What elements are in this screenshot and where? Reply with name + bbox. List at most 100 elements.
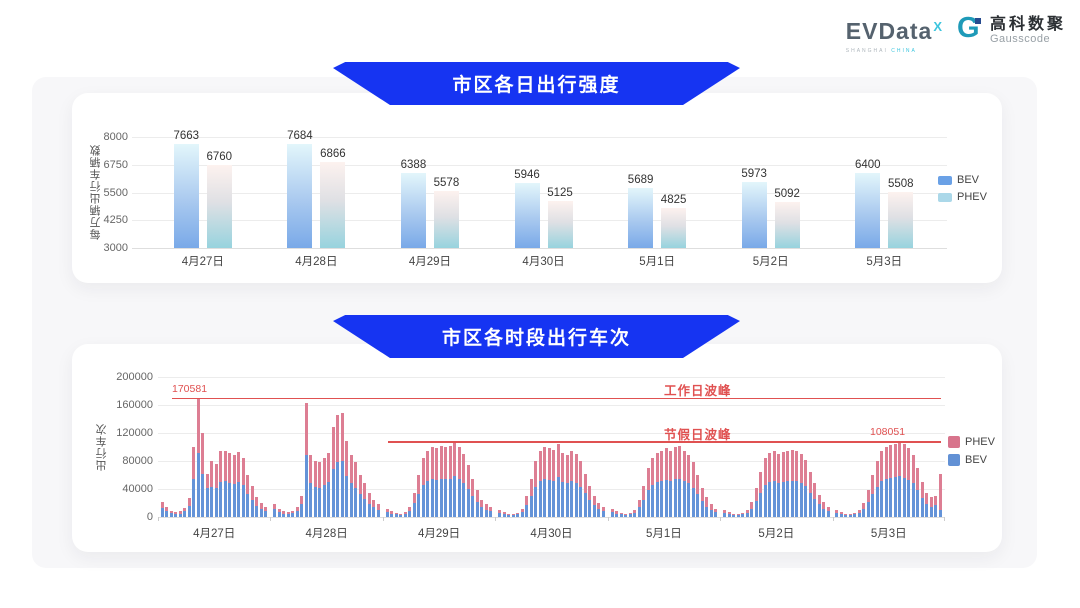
stacked-bar[interactable]	[399, 513, 403, 517]
chart2-legend-item-bev[interactable]: BEV	[948, 454, 995, 466]
bar-phev[interactable]: 5578	[434, 177, 459, 248]
stacked-bar[interactable]	[700, 487, 704, 517]
stacked-bar[interactable]	[421, 457, 425, 517]
stacked-bar[interactable]	[839, 512, 843, 517]
chart2-legend-item-phev[interactable]: PHEV	[948, 436, 995, 448]
stacked-bar[interactable]	[866, 490, 870, 517]
stacked-bar[interactable]	[817, 494, 821, 517]
stacked-bar[interactable]	[637, 499, 641, 517]
stacked-bar[interactable]	[552, 449, 556, 517]
stacked-bar[interactable]	[322, 457, 326, 517]
stacked-bar[interactable]	[696, 475, 700, 517]
bar-phev[interactable]: 5125	[547, 187, 573, 248]
stacked-bar[interactable]	[651, 457, 655, 517]
stacked-bar[interactable]	[259, 503, 263, 517]
stacked-bar[interactable]	[430, 447, 434, 517]
stacked-bar[interactable]	[205, 473, 209, 517]
stacked-bar[interactable]	[435, 447, 439, 517]
stacked-bar[interactable]	[574, 454, 578, 517]
stacked-bar[interactable]	[862, 503, 866, 517]
stacked-bar[interactable]	[507, 513, 511, 517]
stacked-bar[interactable]	[664, 448, 668, 517]
stacked-bar[interactable]	[853, 512, 857, 517]
stacked-bar[interactable]	[804, 459, 808, 517]
stacked-bar[interactable]	[835, 510, 839, 517]
stacked-bar[interactable]	[246, 475, 250, 517]
stacked-bar[interactable]	[502, 512, 506, 517]
stacked-bar[interactable]	[772, 450, 776, 517]
stacked-bar[interactable]	[516, 512, 520, 517]
stacked-bar[interactable]	[777, 454, 781, 517]
stacked-bar[interactable]	[291, 510, 295, 517]
stacked-bar[interactable]	[160, 501, 164, 517]
stacked-bar[interactable]	[884, 447, 888, 517]
stacked-bar[interactable]	[601, 507, 605, 517]
stacked-bar[interactable]	[786, 450, 790, 517]
stacked-bar[interactable]	[462, 454, 466, 517]
stacked-bar[interactable]	[745, 510, 749, 517]
stacked-bar[interactable]	[768, 452, 772, 517]
stacked-bar[interactable]	[223, 450, 227, 517]
stacked-bar[interactable]	[813, 483, 817, 517]
stacked-bar[interactable]	[610, 508, 614, 517]
stacked-bar[interactable]	[934, 496, 938, 517]
bar-phev[interactable]: 6866	[320, 148, 346, 248]
stacked-bar[interactable]	[570, 450, 574, 517]
bar-bev[interactable]: 6388	[401, 159, 426, 248]
stacked-bar[interactable]	[300, 496, 304, 517]
stacked-bar[interactable]	[880, 450, 884, 517]
stacked-bar[interactable]	[169, 510, 173, 517]
stacked-bar[interactable]	[633, 510, 637, 517]
stacked-bar[interactable]	[588, 485, 592, 517]
stacked-bar[interactable]	[196, 397, 200, 517]
stacked-bar[interactable]	[340, 412, 344, 517]
stacked-bar[interactable]	[376, 504, 380, 517]
stacked-bar[interactable]	[228, 453, 232, 517]
stacked-bar[interactable]	[723, 510, 727, 517]
stacked-bar[interactable]	[669, 450, 673, 517]
bar-phev[interactable]: 6760	[206, 151, 232, 248]
stacked-bar[interactable]	[534, 461, 538, 517]
stacked-bar[interactable]	[439, 445, 443, 517]
stacked-bar[interactable]	[511, 513, 515, 517]
stacked-bar[interactable]	[403, 512, 407, 517]
stacked-bar[interactable]	[457, 447, 461, 517]
stacked-bar[interactable]	[565, 455, 569, 517]
stacked-bar[interactable]	[592, 496, 596, 517]
stacked-bar[interactable]	[525, 496, 529, 517]
stacked-bar[interactable]	[799, 454, 803, 517]
stacked-bar[interactable]	[583, 473, 587, 517]
bar-bev[interactable]: 5946	[514, 169, 540, 248]
stacked-bar[interactable]	[732, 513, 736, 517]
stacked-bar[interactable]	[237, 451, 241, 517]
bar-bev[interactable]: 5689	[628, 174, 653, 248]
stacked-bar[interactable]	[484, 504, 488, 517]
stacked-bar[interactable]	[178, 511, 182, 517]
stacked-bar[interactable]	[691, 462, 695, 517]
stacked-bar[interactable]	[929, 497, 933, 517]
stacked-bar[interactable]	[232, 455, 236, 517]
stacked-bar[interactable]	[331, 427, 335, 517]
stacked-bar[interactable]	[327, 452, 331, 517]
stacked-bar[interactable]	[736, 513, 740, 517]
stacked-bar[interactable]	[417, 475, 421, 517]
stacked-bar[interactable]	[615, 511, 619, 517]
stacked-bar[interactable]	[250, 485, 254, 517]
stacked-bar[interactable]	[920, 482, 924, 517]
stacked-bar[interactable]	[907, 448, 911, 517]
stacked-bar[interactable]	[714, 508, 718, 517]
stacked-bar[interactable]	[682, 450, 686, 517]
stacked-bar[interactable]	[538, 450, 542, 517]
stacked-bar[interactable]	[741, 512, 745, 517]
stacked-bar[interactable]	[336, 414, 340, 517]
stacked-bar[interactable]	[192, 447, 196, 517]
bar-bev[interactable]: 5973	[741, 168, 767, 248]
stacked-bar[interactable]	[520, 508, 524, 517]
stacked-bar[interactable]	[750, 501, 754, 517]
stacked-bar[interactable]	[579, 461, 583, 517]
stacked-bar[interactable]	[313, 461, 317, 517]
stacked-bar[interactable]	[916, 468, 920, 517]
stacked-bar[interactable]	[448, 446, 452, 517]
bar-bev[interactable]: 7684	[287, 130, 313, 248]
stacked-bar[interactable]	[165, 507, 169, 517]
